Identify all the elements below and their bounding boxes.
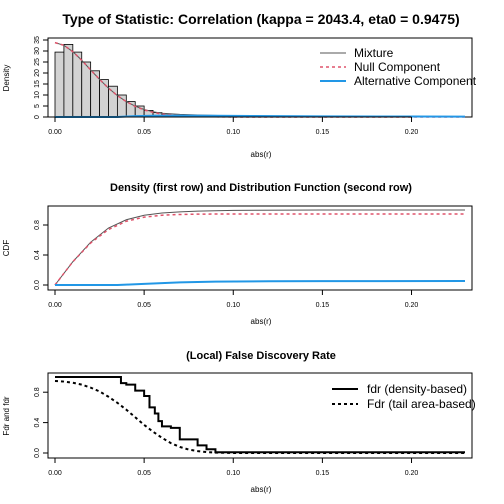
y-tick-label: 0.0: [34, 448, 41, 458]
panel3-x-axis: 0.00 0.05 0.10 0.15 0.20: [48, 457, 419, 477]
y-tick-label: 0.8: [34, 387, 41, 397]
Fdr-tail-line: [54, 379, 465, 454]
panel3-xlabel: abs(r): [251, 485, 272, 494]
panel1-ylabel: Density: [2, 65, 11, 92]
histogram-bar: [54, 51, 65, 118]
null-cdf-line: [54, 213, 465, 286]
y-tick-label: 0: [34, 115, 41, 119]
x-tick-label: 0.20: [405, 470, 419, 477]
x-tick-label: 0.20: [405, 129, 419, 136]
x-tick-label: 0.05: [137, 129, 151, 136]
fdr-density-line: [55, 376, 465, 454]
x-tick-label: 0.05: [137, 302, 151, 309]
legend-alternative-label: Alternative Component: [354, 74, 477, 88]
panel1-histogram: [54, 44, 190, 118]
x-tick-label: 0.00: [48, 470, 62, 477]
legend-null-label: Null Component: [354, 60, 441, 74]
y-tick-label: 10: [34, 91, 41, 99]
histogram-bar: [63, 44, 74, 118]
legend-fdr-label: fdr (density-based): [367, 382, 467, 396]
panel2-ylabel: CDF: [2, 240, 11, 257]
y-tick-label: 35: [34, 36, 41, 44]
panel2-frame: [47, 205, 473, 291]
y-tick-label: 25: [34, 58, 41, 66]
legend-Fdr-label: Fdr (tail area-based): [367, 397, 476, 411]
x-tick-label: 0.10: [226, 470, 240, 477]
x-tick-label: 0.15: [316, 302, 330, 309]
histogram-bar: [81, 61, 92, 118]
panel1-title: Type of Statistic: Correlation (kappa = …: [62, 11, 459, 27]
y-tick-label: 20: [34, 69, 41, 77]
panel1-legend: Mixture Null Component Alternative Compo…: [320, 46, 477, 88]
histogram-bar: [72, 51, 83, 118]
panel2-y-axis: 0.0 0.4 0.8: [34, 220, 49, 290]
panel3-legend: fdr (density-based) Fdr (tail area-based…: [332, 382, 476, 411]
y-tick-label: 5: [34, 104, 41, 108]
y-tick-label: 0.4: [34, 250, 41, 260]
x-tick-label: 0.15: [316, 470, 330, 477]
panel2-title: Density (first row) and Distribution Fun…: [110, 182, 412, 194]
mixture-cdf-line: [54, 209, 465, 286]
y-tick-label: 30: [34, 47, 41, 55]
mixture-density-line: [54, 42, 466, 118]
x-tick-label: 0.10: [226, 129, 240, 136]
panel2-xlabel: abs(r): [251, 317, 272, 326]
histogram-bar: [108, 85, 118, 118]
histogram-bar: [99, 79, 109, 118]
panel1-y-axis: 0 5 10 15 20 25 30 35: [34, 36, 49, 119]
y-tick-label: 0.4: [34, 418, 41, 428]
legend-mixture-label: Mixture: [354, 46, 394, 60]
x-tick-label: 0.05: [137, 470, 151, 477]
y-tick-label: 0.8: [34, 220, 41, 230]
x-tick-label: 0.10: [226, 302, 240, 309]
panel1-xlabel: abs(r): [251, 150, 272, 159]
panel2-x-axis: 0.00 0.05 0.10 0.15 0.20: [48, 289, 419, 309]
panel1-x-axis: 0.00 0.05 0.10 0.15 0.20: [48, 116, 419, 136]
panel2-cdf-lines: [54, 209, 466, 286]
x-tick-label: 0.20: [405, 302, 419, 309]
y-tick-label: 15: [34, 80, 41, 88]
panel3-fdr-lines: [54, 376, 465, 454]
panel3-y-axis: 0.0 0.4 0.8: [34, 387, 49, 458]
panel3-title: (Local) False Discovery Rate: [186, 350, 336, 362]
alternative-cdf-line: [55, 280, 466, 286]
x-tick-label: 0.00: [48, 129, 62, 136]
x-tick-label: 0.00: [48, 302, 62, 309]
y-tick-label: 0.0: [34, 280, 41, 290]
x-tick-label: 0.15: [316, 129, 330, 136]
panel3-ylabel: Fdr and fdr: [2, 396, 11, 435]
